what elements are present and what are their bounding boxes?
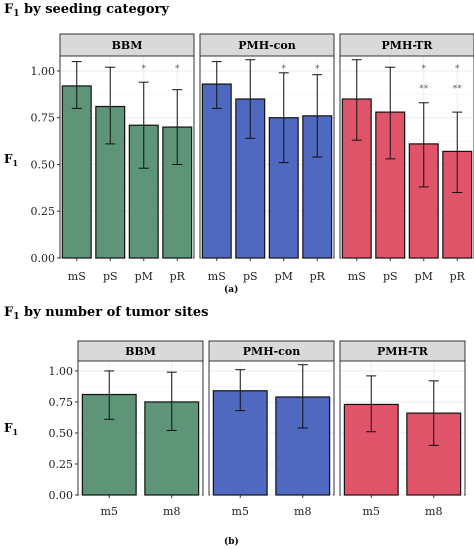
x-tick-label: pS: [383, 270, 398, 283]
facet-strip-label: BBM: [112, 39, 143, 52]
significance-marker: **: [419, 84, 429, 94]
x-tick-label: m5: [101, 505, 118, 518]
facet-strip-label: PMH-TR: [382, 39, 434, 52]
x-tick-label: mS: [68, 270, 86, 283]
facet-panel-bbm: BBM mS pS * pM * pR: [59, 33, 195, 283]
facet-strip-label: PMH-con: [238, 39, 295, 52]
y-tick-label: 0.50: [31, 158, 56, 171]
x-tick-label: m5: [232, 505, 249, 518]
y-tick-label: 0.25: [31, 205, 56, 218]
y-tick-label: 0.25: [49, 458, 74, 471]
significance-marker: *: [175, 64, 180, 74]
y-axis-label: F1: [4, 421, 18, 437]
x-tick-label: pM: [135, 270, 153, 283]
significance-marker: *: [282, 64, 287, 74]
y-tick-label: 1.00: [31, 65, 56, 78]
y-axis-label: F1: [4, 152, 18, 168]
x-tick-label: pM: [275, 270, 293, 283]
bar-mS: [201, 83, 232, 259]
x-tick-label: pR: [310, 270, 326, 283]
x-tick-label: m8: [294, 505, 311, 518]
significance-marker: *: [142, 64, 147, 74]
x-tick-label: pM: [415, 270, 433, 283]
facet-strip-label: BBM: [125, 345, 156, 358]
chart-a-caption: (a): [224, 285, 239, 295]
facet-panel-bbm: BBM m5 m8: [77, 340, 204, 518]
chart-b-title: F1 by number of tumor sites: [4, 305, 209, 322]
significance-marker: *: [315, 64, 320, 74]
chart-b-caption: (b): [224, 537, 239, 547]
chart-a-title: F1 by seeding category: [4, 2, 169, 19]
x-tick-label: m8: [163, 505, 180, 518]
y-tick-label: 0.50: [49, 427, 74, 440]
y-tick-label: 0.00: [49, 489, 74, 502]
y-tick-label: 0.00: [31, 252, 56, 265]
facet-panel-pmh-con: PMH-con mS pS * pM * pR: [199, 33, 335, 283]
y-tick-label: 0.75: [49, 396, 74, 409]
x-tick-label: pR: [450, 270, 466, 283]
chart-b: F1 0.00 0.25 0.50 0.75 1.00 BBM m5 m8 PMH-con m5 m8…: [4, 340, 466, 518]
facet-panel-pmh-tr: PMH-TR m5 m8: [339, 340, 466, 518]
significance-marker: *: [422, 64, 427, 74]
x-tick-label: pS: [243, 270, 258, 283]
y-tick-label: 0.75: [31, 112, 56, 125]
facet-panel-pmh-con: PMH-con m5 m8: [208, 340, 335, 518]
facet-strip-label: PMH-TR: [377, 345, 429, 358]
significance-marker: *: [455, 64, 460, 74]
bar-mS: [61, 85, 92, 259]
x-tick-label: pS: [103, 270, 118, 283]
x-tick-label: m8: [425, 505, 442, 518]
significance-marker: **: [453, 84, 463, 94]
x-tick-label: mS: [348, 270, 366, 283]
x-tick-label: pR: [170, 270, 186, 283]
x-tick-label: m5: [363, 505, 380, 518]
facet-strip-label: PMH-con: [243, 345, 300, 358]
x-tick-label: mS: [208, 270, 226, 283]
y-tick-label: 1.00: [49, 365, 74, 378]
